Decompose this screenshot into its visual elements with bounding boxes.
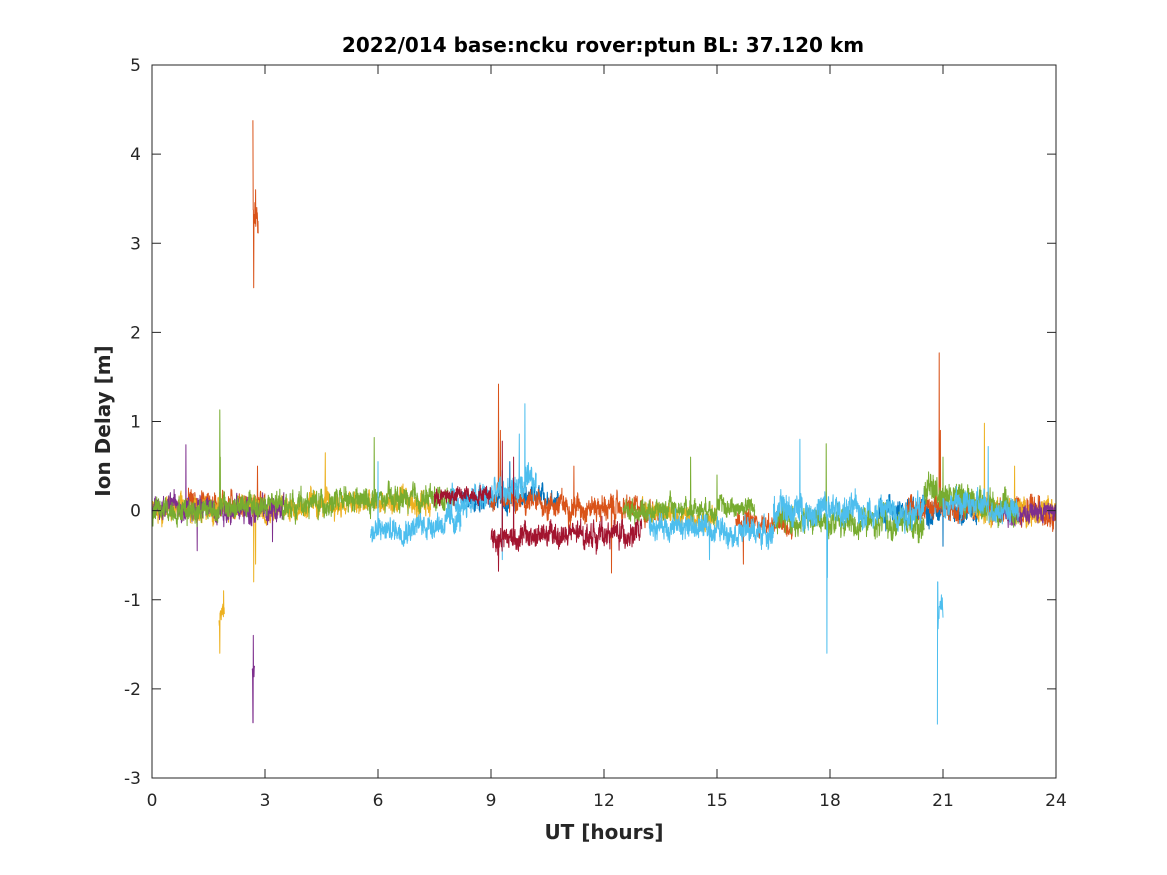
series-6-trace [773, 438, 925, 654]
chart-title: 2022/014 base:ncku rover:ptun BL: 37.120… [342, 33, 864, 57]
x-tick-label: 9 [486, 791, 497, 811]
series-7-trace [434, 484, 492, 507]
x-tick-label: 18 [819, 791, 841, 811]
y-tick-label: 4 [130, 145, 141, 165]
series-layer [152, 120, 1056, 725]
series-3-trace [218, 590, 225, 654]
series-2-trace [490, 383, 661, 574]
y-tick-label: -2 [124, 680, 141, 700]
series-4-trace [251, 634, 255, 724]
y-tick-label: 0 [130, 502, 141, 522]
series-4-trace [999, 499, 1056, 528]
series-6-trace [936, 581, 944, 725]
series-5-trace [152, 409, 454, 528]
y-tick-label: 1 [130, 413, 141, 433]
x-tick-label: 0 [147, 791, 158, 811]
x-tick-label: 24 [1045, 791, 1067, 811]
x-axis-label: UT [hours] [544, 820, 663, 844]
series-7-trace [490, 440, 643, 572]
series-3-trace [972, 422, 1056, 529]
x-tick-label: 21 [932, 791, 954, 811]
series-6-trace [942, 446, 1019, 525]
y-tick-label: 5 [130, 56, 141, 76]
x-tick-label: 6 [373, 791, 384, 811]
series-6-trace [648, 508, 774, 561]
series-6-trace [449, 403, 537, 561]
series-7 [434, 440, 643, 572]
series-2-trace [252, 120, 259, 289]
x-tick-label: 3 [260, 791, 271, 811]
y-tick-label: -1 [124, 591, 141, 611]
x-tick-label: 12 [593, 791, 615, 811]
y-tick-label: 2 [130, 323, 141, 343]
x-tick-label: 15 [706, 791, 728, 811]
series-6-trace [370, 461, 462, 547]
y-axis-label: Ion Delay [m] [91, 345, 115, 496]
y-tick-label: -3 [124, 769, 141, 789]
y-tick-label: 3 [130, 234, 141, 254]
series-6 [370, 403, 1019, 725]
series-5-trace [622, 456, 756, 526]
